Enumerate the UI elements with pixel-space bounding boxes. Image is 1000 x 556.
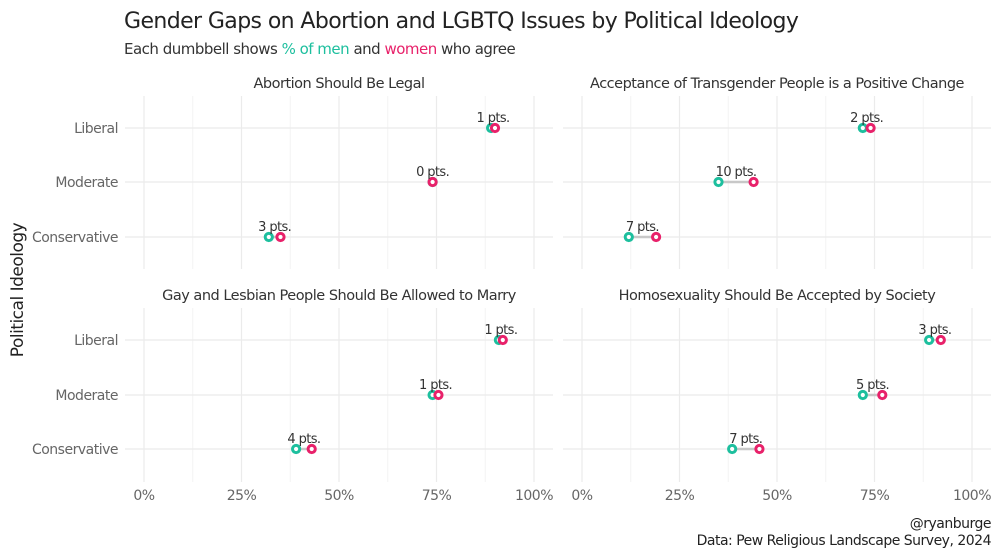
gap-label: 0 pts. xyxy=(416,165,449,180)
facet-title: Abortion Should Be Legal xyxy=(254,76,425,92)
women-point xyxy=(427,176,438,188)
facet-title: Gay and Lesbian People Should Be Allowed… xyxy=(162,288,517,304)
x-tick-label: 25% xyxy=(665,488,695,504)
men-point xyxy=(623,231,634,243)
y-tick-label: Moderate xyxy=(55,388,118,404)
y-tick-label: Liberal xyxy=(74,333,118,349)
dumbbell-row: 1 pts. xyxy=(477,111,510,134)
x-tick-label: 25% xyxy=(227,488,257,504)
gap-label: 10 pts. xyxy=(716,165,757,180)
x-tick-label: 100% xyxy=(953,488,991,504)
men-point xyxy=(263,231,274,243)
dumbbell-row: 3 pts. xyxy=(258,220,292,243)
chart-title: Gender Gaps on Abortion and LGBTQ Issues… xyxy=(124,9,799,34)
dumbbell-row: 0 pts. xyxy=(416,165,450,188)
x-tick-label: 50% xyxy=(324,488,354,504)
subtitle-middle: and xyxy=(349,40,384,58)
x-tick-label: 0% xyxy=(571,488,592,504)
facet-panels: Abortion Should Be Legal 1 pts. 0 pts. 3 pt… xyxy=(125,76,991,482)
x-axis-labels: 0% 25% 50% 75% 100% 0% 25% 50% 75% 100% xyxy=(133,488,991,504)
men-point xyxy=(291,443,302,455)
dumbbell-row: 10 pts. xyxy=(713,165,759,188)
caption-handle: @ryanburge xyxy=(910,516,991,532)
x-tick-label: 75% xyxy=(422,488,452,504)
subtitle-prefix: Each dumbbell shows xyxy=(124,40,282,58)
women-point xyxy=(935,334,946,346)
dumbbell-row: 7 pts. xyxy=(727,432,765,455)
facet-panel: Abortion Should Be Legal 1 pts. 0 pts. 3 pt… xyxy=(125,76,553,269)
facet-panel: Gay and Lesbian People Should Be Allowed… xyxy=(125,288,553,482)
women-point xyxy=(433,389,444,401)
facet-title: Acceptance of Transgender People is a Po… xyxy=(590,76,964,92)
women-point xyxy=(306,443,317,455)
women-point xyxy=(489,122,501,134)
men-point xyxy=(727,443,738,455)
gap-label: 1 pts. xyxy=(419,378,452,393)
gap-label: 2 pts. xyxy=(850,111,883,126)
facet-panel: Homosexuality Should Be Accepted by Soci… xyxy=(563,288,991,482)
gap-label: 7 pts. xyxy=(729,432,762,447)
dumbbell-row: 7 pts. xyxy=(623,220,662,243)
women-point xyxy=(748,176,759,188)
men-point xyxy=(924,334,935,346)
x-tick-label: 100% xyxy=(515,488,553,504)
facet-title: Homosexuality Should Be Accepted by Soci… xyxy=(619,288,937,304)
women-point xyxy=(754,443,765,455)
caption-source: Data: Pew Religious Landscape Survey, 20… xyxy=(697,533,992,549)
men-point xyxy=(713,176,724,188)
y-tick-label: Liberal xyxy=(74,121,118,137)
gap-label: 1 pts. xyxy=(484,323,517,338)
y-tick-label: Conservative xyxy=(32,230,118,246)
dumbbell-row: 5 pts. xyxy=(856,378,890,401)
women-point xyxy=(865,122,876,134)
x-tick-label: 75% xyxy=(860,488,890,504)
gap-label: 1 pts. xyxy=(477,111,510,126)
dumbbell-row: 2 pts. xyxy=(850,111,884,134)
dumbbell-row: 1 pts. xyxy=(484,323,518,346)
x-tick-label: 0% xyxy=(133,488,154,504)
gap-label: 5 pts. xyxy=(856,378,889,393)
subtitle-men-label: % of men xyxy=(282,40,350,58)
women-point xyxy=(275,231,286,243)
x-tick-label: 50% xyxy=(762,488,792,504)
facet-panel: Acceptance of Transgender People is a Po… xyxy=(563,76,991,269)
dumbbell-row: 1 pts. xyxy=(419,378,453,401)
chart-subtitle: Each dumbbell shows % of men and women w… xyxy=(124,40,516,58)
subtitle-suffix: who agree xyxy=(437,40,516,58)
gap-label: 4 pts. xyxy=(287,432,320,447)
women-point xyxy=(651,231,662,243)
men-point xyxy=(857,389,868,401)
gap-label: 3 pts. xyxy=(918,323,951,338)
dumbbell-row: 4 pts. xyxy=(287,432,321,455)
gap-label: 7 pts. xyxy=(626,220,659,235)
y-tick-label: Moderate xyxy=(55,175,118,191)
gap-label: 3 pts. xyxy=(258,220,291,235)
y-axis-labels: Liberal Moderate Conservative Liberal Modera… xyxy=(32,121,119,458)
subtitle-women-label: women xyxy=(384,40,436,58)
y-axis-title: Political Ideology xyxy=(8,222,28,357)
y-tick-label: Conservative xyxy=(32,442,118,458)
women-point xyxy=(877,389,888,401)
dumbbell-row: 3 pts. xyxy=(918,323,952,346)
women-point xyxy=(497,334,508,346)
